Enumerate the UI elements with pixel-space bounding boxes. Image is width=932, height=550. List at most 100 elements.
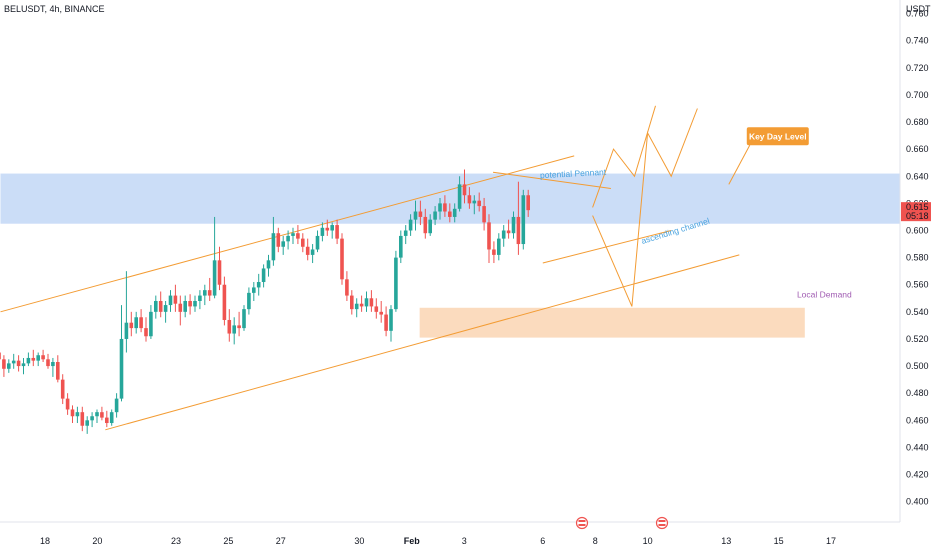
candle	[320, 222, 325, 242]
candle	[340, 233, 344, 285]
candle-body	[124, 322, 129, 339]
candle-body	[266, 260, 271, 269]
candle-body	[242, 309, 246, 329]
x-tick-label: 6	[540, 536, 545, 546]
candle	[212, 216, 217, 299]
annotation-callout: Key Day Level	[746, 127, 809, 146]
candle	[462, 169, 467, 204]
callout-box	[746, 127, 809, 146]
candle	[325, 219, 330, 236]
candle-body	[335, 225, 339, 239]
x-tick-label: Feb	[404, 536, 421, 546]
candle-body	[433, 211, 437, 220]
candle	[521, 189, 526, 250]
candle	[315, 230, 320, 253]
flag-icon-stripe	[578, 524, 586, 526]
candle	[16, 355, 21, 372]
candle	[36, 352, 40, 367]
candle	[305, 238, 310, 261]
candle	[369, 290, 374, 312]
candle-body	[428, 219, 432, 234]
candle-body	[359, 303, 364, 307]
candle	[276, 227, 281, 253]
candle	[129, 311, 134, 337]
candle-body	[457, 184, 462, 209]
y-tick-label: 0.440	[906, 442, 929, 452]
candle-body	[144, 328, 148, 337]
candle	[394, 250, 398, 312]
candle	[286, 230, 290, 250]
candle	[511, 211, 516, 239]
candle-body	[521, 195, 526, 245]
y-tick-label: 0.740	[906, 36, 929, 46]
x-tick-label: 18	[40, 536, 50, 546]
candle	[482, 197, 486, 231]
candle-body	[134, 317, 138, 329]
candle	[105, 410, 109, 428]
candle	[139, 309, 143, 333]
candle	[134, 311, 138, 334]
candle	[80, 406, 85, 432]
candle	[350, 290, 354, 315]
candle-body	[26, 357, 31, 364]
candle	[90, 412, 94, 428]
candle	[46, 353, 50, 369]
candle-body	[492, 249, 496, 255]
candle-body	[506, 230, 511, 234]
candle	[100, 406, 104, 421]
us-flag-icon	[575, 516, 589, 530]
candle-body	[31, 357, 36, 361]
candle-body	[237, 325, 241, 329]
zone-local-demand	[419, 307, 805, 338]
candle-body	[256, 282, 261, 288]
candle	[217, 246, 222, 291]
candle	[413, 200, 418, 231]
x-tick-label: 13	[721, 536, 731, 546]
candle-body	[271, 233, 276, 261]
candle	[183, 295, 187, 318]
x-tick-label: 20	[92, 536, 102, 546]
candle-body	[75, 412, 80, 417]
candle	[109, 409, 114, 426]
y-tick-label: 0.520	[906, 334, 929, 344]
candle-body	[399, 235, 403, 258]
candle-body	[41, 355, 45, 360]
candle-body	[345, 279, 349, 296]
candle	[281, 235, 285, 255]
candle-body	[11, 360, 16, 364]
candle-body	[222, 284, 227, 320]
y-tick-label: 0.500	[906, 361, 929, 371]
candle	[364, 291, 369, 312]
candle	[477, 192, 481, 212]
candle-body	[462, 184, 467, 196]
candle	[7, 359, 11, 373]
chart-title: BELUSDT, 4h, BINANCE	[4, 4, 105, 14]
candle-body	[56, 362, 60, 380]
y-tick-label: 0.580	[906, 253, 929, 263]
candle-body	[472, 200, 477, 204]
candle-body	[188, 300, 192, 307]
candle	[359, 295, 364, 312]
x-tick-label: 30	[354, 536, 364, 546]
candle-body	[232, 325, 236, 334]
annotation-potential-pennant: potential Pennant	[540, 167, 607, 180]
candle	[296, 225, 300, 245]
candle	[516, 181, 521, 255]
flag-icon-stripe	[658, 520, 666, 522]
trendline-scenario-bull	[592, 105, 656, 208]
candle-body	[418, 211, 423, 217]
price-unit: USDT	[906, 4, 931, 14]
candle	[335, 219, 339, 245]
candle	[237, 311, 241, 337]
candle-body	[95, 412, 99, 417]
candle-body	[394, 257, 398, 310]
candle	[301, 233, 305, 253]
candle	[389, 305, 393, 342]
candle-body	[301, 238, 305, 247]
candle	[408, 214, 413, 236]
candle	[144, 317, 148, 342]
candle-body	[487, 222, 491, 250]
candle	[467, 187, 472, 209]
